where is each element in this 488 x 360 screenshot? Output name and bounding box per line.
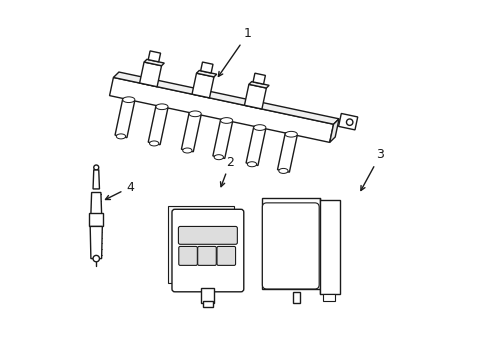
Bar [89,213,103,226]
Ellipse shape [278,168,287,174]
Bar [262,198,319,289]
Polygon shape [245,126,265,166]
Text: 2: 2 [220,156,234,187]
Polygon shape [168,206,234,283]
Text: 1: 1 [218,27,251,76]
Polygon shape [277,133,297,172]
Ellipse shape [220,118,232,123]
Polygon shape [93,170,99,189]
Polygon shape [113,72,338,124]
Ellipse shape [116,134,125,139]
Ellipse shape [156,104,168,109]
Bar [201,288,214,302]
Ellipse shape [253,125,265,130]
Polygon shape [91,193,102,214]
Ellipse shape [93,255,99,262]
Bar [203,301,212,307]
Ellipse shape [94,165,99,170]
Bar [292,292,299,302]
Polygon shape [115,98,134,138]
Polygon shape [148,105,167,145]
FancyBboxPatch shape [197,247,216,265]
Polygon shape [196,71,216,77]
Text: 4: 4 [105,181,134,199]
Ellipse shape [189,111,201,117]
Polygon shape [109,77,333,143]
Ellipse shape [214,155,223,160]
Ellipse shape [122,97,135,103]
Text: 3: 3 [360,148,384,190]
Ellipse shape [285,131,297,137]
Polygon shape [144,59,164,66]
Polygon shape [140,62,161,87]
Polygon shape [248,82,268,88]
Polygon shape [200,62,213,73]
Polygon shape [244,84,266,109]
Polygon shape [338,113,357,130]
Polygon shape [329,119,338,143]
FancyBboxPatch shape [217,247,235,265]
Polygon shape [90,226,102,258]
Polygon shape [181,113,201,152]
Ellipse shape [149,141,159,146]
Polygon shape [253,73,265,84]
Bar [319,200,340,294]
Polygon shape [192,73,214,98]
Ellipse shape [247,162,256,167]
Ellipse shape [183,148,192,153]
Ellipse shape [346,119,352,125]
Polygon shape [212,119,232,158]
FancyBboxPatch shape [262,203,319,289]
FancyBboxPatch shape [179,247,197,265]
FancyBboxPatch shape [178,226,237,244]
Polygon shape [323,294,334,301]
FancyBboxPatch shape [172,209,244,292]
Polygon shape [148,51,160,62]
